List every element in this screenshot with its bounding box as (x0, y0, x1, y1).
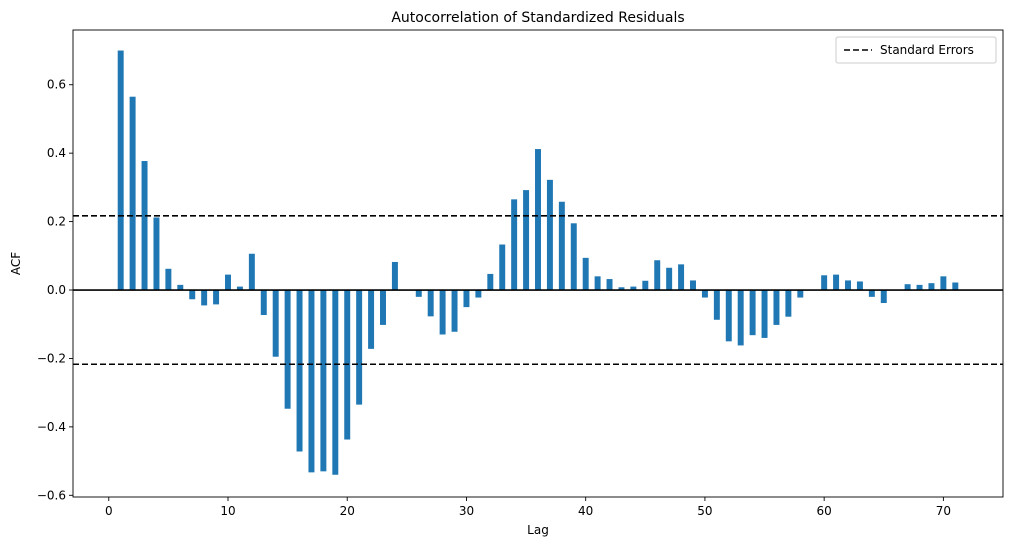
acf-bar-lag-10 (225, 274, 231, 291)
y-tick-label-4: 0.2 (47, 215, 66, 229)
acf-bar-lag-53 (737, 290, 744, 346)
reference-lines-group (73, 214, 1003, 366)
acf-bar-lag-49 (690, 280, 696, 291)
acf-bar-lag-38 (558, 201, 565, 291)
acf-bar-lag-64 (868, 290, 875, 297)
acf-bar-lag-52 (725, 290, 732, 342)
y-axis-ticks: −0.6 −0.4 −0.2 0.0 0.2 0.4 0.6 (37, 78, 73, 502)
x-tick-label-70: 70 (936, 504, 951, 518)
acf-bar-lag-28 (439, 290, 446, 335)
acf-bar-lag-48 (678, 264, 685, 291)
y-axis-label: ACF (9, 252, 23, 275)
acf-bar-lag-44 (630, 286, 637, 291)
acf-bar-lag-39 (570, 223, 577, 291)
acf-bar-lag-33 (499, 244, 506, 291)
acf-bar-lag-8 (201, 290, 208, 306)
x-axis-label: Lag (527, 523, 549, 537)
x-axis-ticks: 0 10 20 30 40 50 60 70 (105, 497, 951, 518)
legend-box (835, 36, 997, 64)
acf-bar-lag-22 (368, 290, 375, 349)
acf-bar-lag-2 (129, 96, 136, 291)
acf-bar-lag-14 (272, 290, 279, 357)
acf-bar-lag-43 (618, 287, 625, 291)
legend: Standard Errors (835, 36, 997, 64)
acf-bar-lag-16 (296, 290, 303, 452)
acf-bar-lag-15 (284, 290, 291, 409)
acf-bar-lag-30 (463, 290, 470, 308)
acf-bar-lag-58 (797, 290, 804, 298)
acf-bar-lag-67 (904, 284, 911, 291)
acf-bar-lag-17 (308, 290, 315, 473)
acf-bar-lag-19 (332, 290, 339, 475)
acf-bar-lag-57 (785, 290, 792, 317)
acf-bar-lag-9 (213, 290, 220, 305)
acf-bar-lag-60 (821, 275, 828, 291)
y-tick-label-6: 0.6 (47, 78, 66, 92)
chart-title: Autocorrelation of Standardized Residual… (391, 10, 684, 26)
acf-bar-lag-62 (845, 280, 851, 291)
acf-bar-lag-71 (952, 282, 959, 291)
acf-bar-lag-27 (427, 290, 434, 317)
y-tick-label-5: 0.4 (47, 146, 66, 160)
acf-bar-lag-24 (391, 261, 398, 291)
acf-bar-lag-61 (833, 274, 840, 291)
acf-bar-lag-23 (380, 290, 386, 325)
acf-bar-lag-56 (773, 290, 780, 325)
acf-bar-lag-68 (916, 284, 923, 291)
acf-bar-lag-32 (487, 273, 494, 291)
x-tick-label-0: 0 (105, 504, 113, 518)
acf-bar-lag-70 (940, 276, 947, 291)
acf-bar-lag-47 (666, 267, 673, 291)
x-tick-label-50: 50 (697, 504, 712, 518)
acf-bar-lag-6 (177, 284, 184, 291)
acf-bar-lag-37 (546, 179, 553, 291)
acf-bar-lag-13 (260, 290, 267, 315)
acf-bar-lag-26 (415, 290, 422, 297)
acf-bar-lag-4 (153, 217, 160, 291)
y-tick-label-0: −0.6 (37, 488, 66, 502)
acf-bar-lag-5 (165, 268, 172, 291)
acf-bar-lag-69 (928, 283, 935, 291)
y-tick-label-2: −0.2 (37, 351, 66, 365)
acf-bar-lag-46 (654, 260, 661, 291)
x-tick-label-10: 10 (220, 504, 235, 518)
acf-bar-lag-21 (356, 290, 363, 405)
acf-bar-lag-31 (475, 290, 482, 298)
acf-bar-lag-40 (582, 257, 589, 291)
acf-bar-lag-41 (594, 276, 601, 291)
x-tick-label-20: 20 (340, 504, 355, 518)
acf-bar-lag-3 (141, 161, 148, 291)
acf-bar-lag-34 (511, 199, 518, 291)
acf-bar-lag-18 (320, 290, 327, 472)
legend-label-standard-errors: Standard Errors (880, 43, 974, 57)
y-tick-label-3: 0.0 (47, 283, 66, 297)
plot-frame (72, 29, 1004, 498)
acf-bar-lag-7 (189, 290, 196, 300)
acf-bar-lag-11 (236, 286, 243, 291)
acf-bar-lag-55 (761, 290, 768, 338)
acf-bar-lag-12 (248, 253, 255, 291)
acf-bar-lag-45 (642, 280, 649, 291)
acf-bar-lag-50 (701, 290, 708, 298)
acf-bar-lag-65 (880, 290, 887, 304)
x-tick-label-30: 30 (459, 504, 474, 518)
acf-bar-lag-36 (535, 149, 541, 291)
x-tick-label-60: 60 (817, 504, 832, 518)
acf-bar-lag-42 (606, 279, 613, 291)
acf-bar-lag-35 (523, 190, 530, 291)
acf-bar-lag-51 (713, 290, 720, 320)
y-tick-label-1: −0.4 (37, 420, 66, 434)
acf-bar-lag-54 (749, 290, 756, 336)
x-tick-label-40: 40 (578, 504, 593, 518)
acf-bar-lag-29 (451, 290, 458, 332)
acf-bar-lag-63 (856, 281, 863, 291)
acf-bar-lag-1 (117, 50, 124, 291)
